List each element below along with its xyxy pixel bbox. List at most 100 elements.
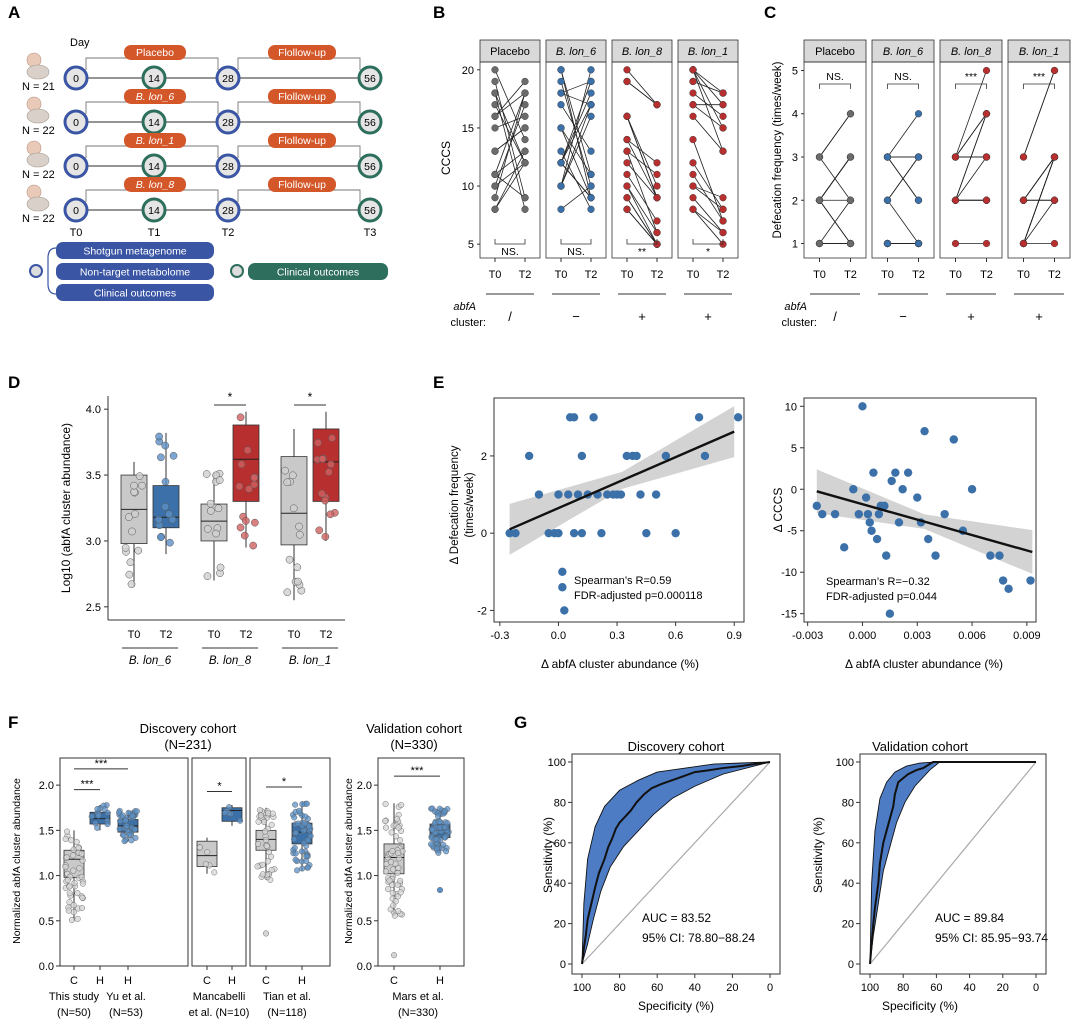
f-ylabel-left: Normalized abfA cluster abundance [11, 778, 23, 944]
data-point [126, 558, 135, 567]
f-validation-n: (N=330) [390, 737, 437, 752]
panel-b-yticks: 5 10 15 20 [462, 65, 480, 251]
data-point [694, 413, 704, 422]
pair-line [626, 174, 658, 222]
data-point [885, 609, 895, 618]
data-point [394, 815, 401, 822]
facet-title: B. lon_1 [688, 46, 728, 58]
data-point-t2 [521, 205, 529, 213]
data-point [130, 481, 138, 490]
y-tick-label: 2.0 [357, 780, 372, 792]
x-tick-label: T0 [949, 269, 962, 281]
data-point-t0 [491, 66, 499, 74]
data-point [544, 528, 553, 538]
data-point-t2 [846, 153, 855, 161]
timepoint-circle [215, 197, 241, 223]
data-point [398, 802, 405, 809]
timepoint-label: T3 [364, 227, 377, 239]
plot-frame [493, 397, 745, 623]
x-tick-label: T2 [240, 629, 253, 641]
data-point-t2 [653, 217, 661, 225]
y-tick-label: 5 [792, 65, 798, 77]
data-point [435, 849, 442, 856]
data-point [62, 864, 69, 871]
y-tick-label: 1.5 [357, 825, 372, 837]
data-point [259, 861, 266, 868]
pair-line [692, 139, 724, 222]
data-point [78, 904, 85, 911]
data-point [326, 510, 335, 519]
g-right-xlabel: Specificity (%) [882, 999, 958, 1013]
data-point-t0 [491, 170, 499, 179]
pair-line [626, 116, 658, 187]
significance-bracket [560, 239, 592, 245]
data-point [429, 826, 436, 833]
data-point [924, 534, 933, 544]
y-tick-label: 20 [842, 919, 854, 931]
data-point-t0 [951, 153, 960, 161]
followup-label: Flollow-up [278, 135, 326, 147]
data-point [436, 824, 443, 831]
cluster-symbol: − [899, 309, 907, 324]
panel-e-correlation: -0.3 0.0 0.3 0.6 0.9 -2 0 2 -0.003 0.000 0.003 0.0… [449, 397, 1041, 671]
data-point [433, 836, 440, 843]
y-tick-label: 3.5 [86, 470, 101, 482]
x-tick-label: 0.6 [668, 630, 683, 642]
data-point [216, 563, 225, 572]
facet-title: B. lon_6 [556, 46, 597, 58]
data-point [94, 805, 101, 812]
data-point [240, 531, 249, 540]
data-point [245, 485, 253, 493]
data-point [651, 490, 661, 499]
x-tick-label: 0.0 [551, 630, 566, 642]
timepoint-day: 0 [73, 161, 79, 173]
data-point-t0 [689, 101, 697, 109]
data-point [558, 567, 567, 576]
data-point-t0 [623, 194, 631, 202]
data-point-t0 [623, 77, 631, 86]
x-tick-label: T0 [621, 269, 634, 281]
plot-frame [803, 397, 1037, 623]
data-point [441, 808, 448, 815]
data-point [397, 889, 404, 896]
data-point [622, 451, 632, 461]
data-point-t0 [1019, 239, 1028, 248]
x-tick-label: 0.9 [727, 630, 742, 642]
followup-tag [268, 177, 336, 192]
x-tick-label: T0 [687, 269, 700, 281]
pair-line [692, 69, 724, 129]
significance-label: * [282, 776, 287, 788]
data-point-t0 [689, 135, 697, 144]
data-point-t0 [623, 159, 631, 167]
y-tick-label: 80 [842, 797, 854, 809]
data-point-t2 [521, 135, 529, 144]
data-point [268, 821, 275, 828]
significance-label: * [706, 246, 710, 258]
panel-letter-f: F [8, 713, 18, 732]
data-point [283, 478, 292, 487]
data-point [204, 849, 211, 856]
y-tick-label: 0.5 [39, 916, 54, 928]
pair-line [560, 127, 592, 175]
panel-c-facets: Placebo T0 T2 / NS. B. lon_6 T0 T2 − NS. B. lon_8 T… [803, 39, 1071, 324]
data-point [854, 509, 864, 519]
data-point [395, 864, 402, 871]
data-point [304, 864, 311, 871]
x-tick-label: 100 [573, 982, 591, 994]
timepoint-circle [63, 153, 89, 179]
legend-text-green: Clinical outcomes [277, 267, 359, 279]
data-point-t0 [883, 153, 892, 161]
data-point-t2 [982, 110, 991, 118]
panel-c-ylabel: Defecation frequency (times/week) [772, 61, 784, 238]
x-tick-label: T2 [585, 269, 598, 281]
pair-line [560, 81, 592, 94]
e-left-stat-2: FDR-adjusted p=0.000118 [574, 590, 703, 602]
legend-box-green [248, 263, 388, 280]
significance-label: ** [638, 246, 646, 258]
x-tick-label: 0 [767, 982, 773, 994]
panel-b-cccs: CCCS 5 10 15 20 Placebo T0 T2 / NS. B. lon_6 T0 T2… [439, 39, 739, 329]
significance-bracket [819, 83, 851, 89]
data-point [235, 482, 244, 491]
timepoint-day: 0 [73, 73, 79, 85]
data-point-t2 [982, 153, 991, 161]
